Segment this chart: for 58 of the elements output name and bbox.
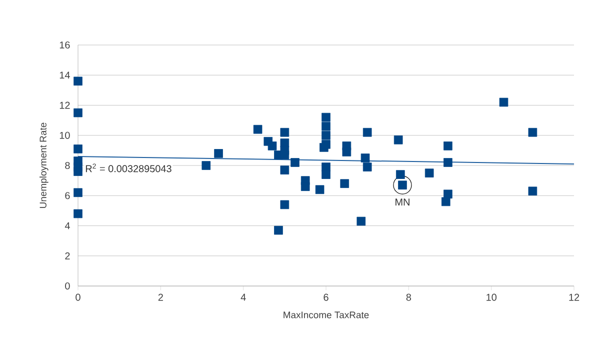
point — [290, 158, 300, 167]
point — [280, 166, 290, 174]
point — [322, 140, 330, 149]
point — [322, 122, 330, 131]
point — [274, 226, 283, 235]
point — [74, 144, 82, 154]
point — [74, 209, 82, 218]
annotation: R$^{2}$ = 0.0032895043 — [86, 164, 172, 172]
y-axis-title: Unemployment Rate — [39, 122, 48, 208]
point — [280, 150, 290, 160]
point — [424, 168, 434, 178]
y-tick-label: 10 — [60, 132, 70, 139]
x-tick-label: 2 — [158, 294, 163, 301]
x-tick-label: 0 — [76, 294, 80, 301]
x-tick-label: 6 — [324, 294, 328, 301]
x-tick-label: 8 — [406, 294, 412, 301]
point — [356, 216, 366, 226]
point — [280, 128, 290, 137]
point — [322, 130, 330, 140]
point — [74, 76, 82, 86]
point — [74, 108, 82, 118]
y-tick-label: 14 — [60, 72, 70, 79]
point — [315, 185, 324, 194]
point — [362, 128, 372, 137]
point — [528, 128, 538, 137]
y-tick-label: 16 — [60, 41, 70, 49]
x-tick-label: 10 — [486, 294, 496, 301]
x-tick-label: 4 — [240, 294, 246, 301]
annotation: MN — [396, 198, 410, 206]
point — [444, 142, 452, 150]
y-tick-label: 12 — [60, 102, 70, 109]
y-tick-label: 2 — [65, 252, 70, 260]
point — [362, 162, 372, 172]
point — [360, 154, 370, 162]
point — [322, 112, 330, 122]
y-tick-label: 6 — [65, 192, 70, 200]
point — [499, 98, 508, 107]
y-tick-label: 4 — [64, 222, 70, 230]
point — [340, 179, 350, 188]
point — [528, 186, 538, 196]
point — [253, 124, 262, 134]
x-tick-label: 12 — [569, 294, 580, 301]
point — [214, 149, 223, 158]
point — [342, 148, 352, 156]
point — [394, 135, 403, 144]
point — [280, 200, 290, 210]
point — [441, 197, 450, 206]
x-axis-title: MaxIncome TaxRate — [284, 312, 369, 318]
point — [444, 158, 452, 167]
point — [396, 170, 405, 179]
point — [74, 167, 82, 176]
point — [322, 170, 330, 179]
y-tick-label: 0 — [65, 282, 70, 290]
point — [300, 182, 310, 191]
point — [268, 142, 277, 150]
point — [202, 161, 211, 170]
point — [74, 188, 82, 198]
y-tick-label: 8 — [65, 162, 70, 170]
